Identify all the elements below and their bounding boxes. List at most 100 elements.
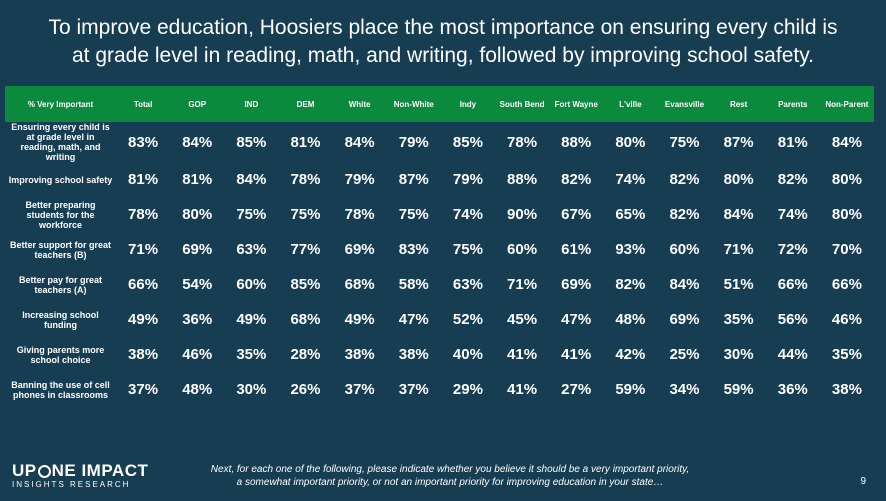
data-cell: 38%	[831, 381, 862, 398]
data-cell: 69%	[669, 311, 700, 328]
data-cell: 77%	[290, 241, 321, 258]
data-cell: 75%	[290, 206, 321, 223]
data-cell: 85%	[236, 133, 267, 151]
column-header: White	[332, 86, 387, 122]
row-label: Increasing school funding	[22, 309, 99, 330]
data-cell: 80%	[615, 133, 646, 151]
data-cell: 84%	[236, 171, 267, 188]
data-cell: 51%	[723, 276, 754, 293]
table-row: Increasing school funding 49% 36% 49% 68% 49%…	[5, 302, 874, 337]
row-label: Ensuring every child is at grade level i…	[11, 122, 110, 162]
row-label: Better pay for great teachers (A)	[18, 274, 103, 295]
data-cell: 52%	[452, 311, 483, 328]
data-cell: 46%	[831, 311, 862, 328]
data-cell: 59%	[615, 381, 646, 398]
survey-question-line-2: a somewhat important priority, or not an…	[236, 477, 664, 488]
table-row: Ensuring every child is at grade level i…	[5, 122, 874, 162]
data-cell: 30%	[236, 381, 267, 398]
data-cell: 35%	[723, 311, 754, 328]
data-cell: 82%	[669, 206, 700, 223]
data-cell: 49%	[344, 311, 375, 328]
data-cell: 90%	[507, 206, 538, 223]
data-cell: 84%	[182, 133, 213, 151]
data-cell: 35%	[236, 346, 267, 363]
data-cell: 41%	[561, 346, 592, 363]
data-cell: 83%	[128, 133, 159, 151]
data-cell: 69%	[344, 241, 375, 258]
data-cell: 93%	[615, 241, 646, 258]
data-cell: 79%	[452, 171, 483, 188]
data-cell: 58%	[398, 276, 429, 293]
data-cell: 38%	[128, 346, 159, 363]
column-header: South Bend	[494, 86, 550, 122]
data-cell: 80%	[723, 171, 754, 188]
column-header: Rest	[711, 86, 766, 122]
data-cell: 84%	[344, 133, 375, 151]
table-row: Giving parents more school choice 38% 46% 3…	[5, 337, 874, 372]
results-table: % Very Important Total GOP IND DEM White Non-…	[5, 86, 874, 407]
row-label: Better preparing students for the workfo…	[25, 199, 96, 230]
data-cell: 81%	[128, 171, 159, 188]
data-cell: 71%	[128, 241, 159, 258]
data-cell: 72%	[777, 241, 808, 258]
data-cell: 48%	[615, 311, 646, 328]
data-cell: 81%	[182, 171, 213, 188]
data-cell: 82%	[615, 276, 646, 293]
data-cell: 83%	[398, 241, 429, 258]
data-cell: 60%	[236, 276, 267, 293]
data-cell: 88%	[561, 133, 592, 151]
data-cell: 29%	[452, 381, 483, 398]
header-row: % Very Important Total GOP IND DEM White Non-…	[5, 86, 874, 122]
data-cell: 49%	[236, 311, 267, 328]
column-header: L'ville	[603, 86, 658, 122]
data-cell: 80%	[831, 171, 862, 188]
data-cell: 36%	[182, 311, 213, 328]
data-cell: 66%	[777, 276, 808, 293]
data-cell: 46%	[182, 346, 213, 363]
data-cell: 60%	[507, 241, 538, 258]
data-cell: 56%	[777, 311, 808, 328]
data-cell: 30%	[723, 346, 754, 363]
data-cell: 34%	[669, 381, 700, 398]
data-cell: 82%	[669, 171, 700, 188]
logo-subtitle: INSIGHTS RESEARCH	[12, 480, 131, 489]
column-header: Indy	[440, 86, 495, 122]
data-cell: 74%	[452, 206, 483, 223]
column-header: Non-Parent	[819, 86, 874, 122]
data-cell: 36%	[777, 381, 808, 398]
row-label: Better support for great teachers (B)	[9, 239, 111, 260]
survey-question-line-1: Next, for each one of the following, ple…	[210, 464, 690, 475]
data-cell: 66%	[831, 276, 862, 293]
data-cell: 38%	[398, 346, 429, 363]
column-header: Non-White	[386, 86, 441, 122]
data-cell: 74%	[615, 171, 646, 188]
data-cell: 81%	[777, 133, 808, 151]
logo-o-ring	[37, 465, 51, 479]
data-cell: 68%	[344, 276, 375, 293]
data-cell: 41%	[507, 381, 538, 398]
table-row: Better pay for great teachers (A) 66% 54% 6…	[5, 267, 874, 302]
company-logo: UP NE IMPACT INSIGHTS RESEARCH	[12, 461, 149, 492]
slide-title: To improve education, Hoosiers place the…	[20, 14, 866, 70]
row-label: Banning the use of cell phones in classr…	[11, 379, 110, 400]
data-cell: 84%	[723, 206, 754, 223]
title-line-2: at grade level in reading, math, and wri…	[71, 44, 814, 67]
data-cell: 78%	[290, 171, 321, 188]
title-line-1: To improve education, Hoosiers place the…	[48, 16, 838, 39]
data-cell: 79%	[398, 133, 429, 151]
data-cell: 68%	[290, 311, 321, 328]
data-cell: 75%	[236, 206, 267, 223]
data-cell: 70%	[831, 241, 862, 258]
column-header: IND	[224, 86, 279, 122]
survey-question: Next, for each one of the following, ple…	[190, 463, 710, 489]
logo-wordmark: UP NE IMPACT	[12, 461, 149, 480]
data-cell: 69%	[182, 241, 213, 258]
data-cell: 45%	[507, 311, 538, 328]
data-cell: 75%	[669, 133, 700, 151]
data-cell: 69%	[561, 276, 592, 293]
data-cell: 88%	[507, 171, 538, 188]
data-cell: 47%	[561, 311, 592, 328]
data-cell: 61%	[561, 241, 592, 258]
table-body: Ensuring every child is at grade level i…	[5, 122, 874, 407]
logo-text-end: NE IMPACT	[51, 461, 149, 480]
